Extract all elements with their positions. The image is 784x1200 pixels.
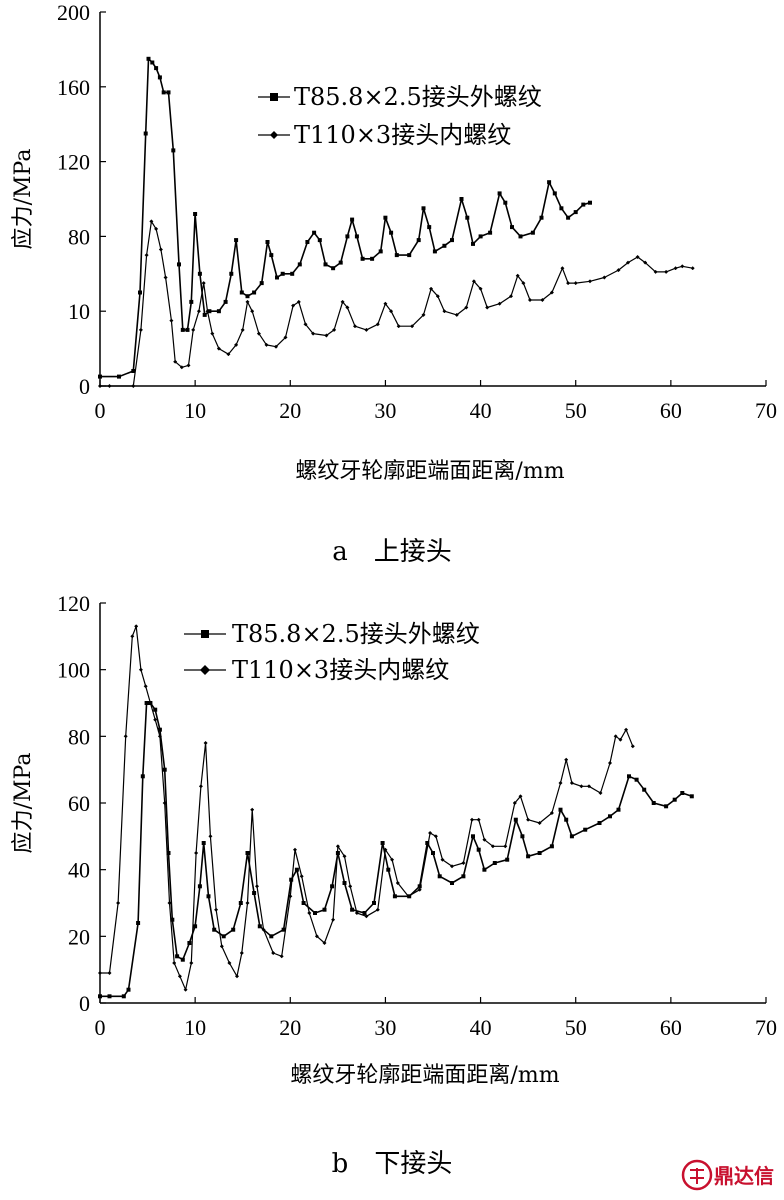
chart-b-legend-label-1: T85.8×2.5接头外螺纹 (232, 620, 480, 648)
chart-b-series-2-line (98, 624, 635, 992)
chart-b-legend-item-1: T85.8×2.5接头外螺纹 (184, 620, 480, 648)
chart-a-y-axis-label: 应力/MPa (11, 149, 36, 250)
chart-a-legend-label-1: T85.8×2.5接头外螺纹 (294, 83, 542, 111)
chart-b-legend-label-2: T110×3接头内螺纹 (232, 656, 449, 684)
chart-b-x-tick-label: 20 (279, 1015, 301, 1040)
chart-a-y-tick-label: 10 (68, 299, 90, 324)
logo-circle-icon (681, 1159, 713, 1191)
watermark-text: 鼎达信 (714, 1164, 774, 1188)
chart-a-y-tick-label: 160 (57, 75, 90, 100)
chart-a-x-tick-label: 50 (565, 398, 587, 423)
chart-b-caption: b 下接头 (332, 1149, 453, 1179)
chart-b-x-tick-label: 0 (95, 1015, 106, 1040)
chart-b-x-tick-label: 60 (660, 1015, 682, 1040)
chart-a-x-tick-label: 60 (660, 398, 682, 423)
chart-a-series-2-line (98, 219, 695, 388)
square-marker-icon (201, 630, 209, 638)
logo-glyph-icon (690, 1168, 704, 1184)
chart-a-x-tick-label: 70 (755, 398, 777, 423)
chart-b-y-tick-label: 80 (68, 724, 90, 749)
chart-a-x-tick-label: 10 (184, 398, 206, 423)
chart-b-lower-joint: 0 10 20 30 40 50 60 70 0 20 40 60 80 100 120 螺纹牙轮廓距端面距… (11, 591, 777, 1179)
chart-a-upper-joint: 0 10 20 30 40 50 60 70 0 10 80 120 160 200 螺纹牙轮廓距端面距离… (11, 0, 777, 567)
chart-a-plot-area (98, 56, 695, 388)
chart-a-legend: T85.8×2.5接头外螺纹 T110×3接头内螺纹 (258, 83, 542, 149)
chart-a-x-tick-label: 20 (279, 398, 301, 423)
chart-a-legend-item-2: T110×3接头内螺纹 (258, 121, 511, 149)
chart-a-y-tick-label: 120 (57, 150, 90, 175)
chart-a-x-tick-label: 0 (95, 398, 106, 423)
chart-a-ticks: 0 10 20 30 40 50 60 70 0 10 80 120 160 200 (57, 0, 777, 423)
chart-b-y-tick-label: 20 (68, 924, 90, 949)
chart-a-y-tick-label: 0 (79, 374, 90, 399)
chart-b-y-tick-label: 40 (68, 858, 90, 883)
diamond-marker-icon (200, 665, 210, 675)
chart-b-y-tick-label: 60 (68, 791, 90, 816)
watermark-logo: 鼎达信 (681, 1159, 774, 1191)
chart-b-legend-item-2: T110×3接头内螺纹 (184, 656, 449, 684)
chart-b-y-tick-label: 120 (57, 591, 90, 616)
chart-b-plot-area (98, 624, 694, 999)
chart-a-x-tick-label: 30 (374, 398, 396, 423)
chart-a-caption: a 上接头 (332, 537, 452, 567)
chart-a-legend-item-1: T85.8×2.5接头外螺纹 (258, 83, 542, 111)
chart-b-ticks: 0 10 20 30 40 50 60 70 0 20 40 60 80 100 120 (57, 591, 777, 1040)
chart-a-x-tick-label: 40 (470, 398, 492, 423)
chart-b-x-tick-label: 30 (374, 1015, 396, 1040)
chart-b-y-tick-label: 100 (57, 658, 90, 683)
chart-a-y-tick-label: 80 (68, 224, 90, 249)
chart-b-legend: T85.8×2.5接头外螺纹 T110×3接头内螺纹 (184, 620, 480, 684)
chart-b-x-tick-label: 50 (565, 1015, 587, 1040)
chart-b-x-tick-label: 10 (184, 1015, 206, 1040)
chart-b-y-axis-label: 应力/MPa (11, 753, 36, 854)
square-marker-icon (270, 93, 278, 101)
chart-b-x-tick-label: 70 (755, 1015, 777, 1040)
chart-b-y-tick-label: 0 (79, 991, 90, 1016)
chart-a-y-tick-label: 200 (57, 0, 90, 25)
chart-a-x-axis-label: 螺纹牙轮廓距端面距离/mm (295, 459, 564, 484)
chart-a-legend-label-2: T110×3接头内螺纹 (294, 121, 511, 149)
diamond-marker-icon (270, 131, 278, 139)
chart-b-series-1-line (98, 701, 694, 999)
chart-b-x-axis-label: 螺纹牙轮廓距端面距离/mm (290, 1063, 559, 1088)
chart-b-x-tick-label: 40 (470, 1015, 492, 1040)
